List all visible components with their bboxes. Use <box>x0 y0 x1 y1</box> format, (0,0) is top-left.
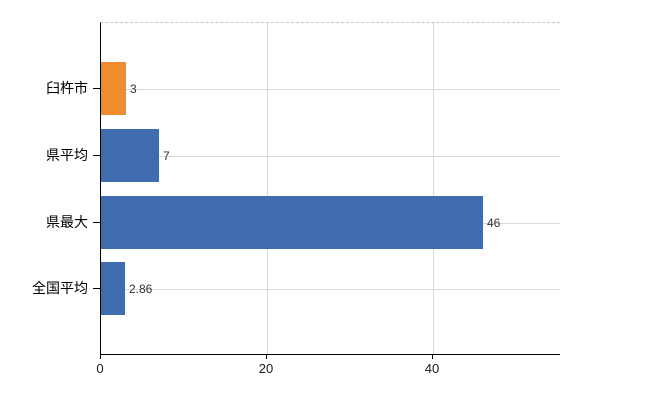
value-label: 3 <box>130 82 137 96</box>
category-label: 臼杵市 <box>46 80 88 96</box>
vertical-gridline <box>267 23 268 354</box>
bar-全国平均 <box>101 262 125 315</box>
horizontal-gridline <box>101 89 560 90</box>
value-label: 46 <box>487 216 501 230</box>
y-tick-mark <box>93 222 100 223</box>
horizontal-gridline <box>101 289 560 290</box>
bar-臼杵市 <box>101 62 126 115</box>
horizontal-gridline <box>101 156 560 157</box>
y-tick-mark <box>93 155 100 156</box>
y-tick-mark <box>93 88 100 89</box>
vertical-gridline <box>433 23 434 354</box>
bar-県最大 <box>101 196 483 249</box>
x-tick-label: 40 <box>424 361 440 376</box>
y-tick-mark <box>93 288 100 289</box>
x-tick-label: 20 <box>258 361 274 376</box>
x-tick-mark <box>266 354 267 359</box>
x-tick-mark <box>432 354 433 359</box>
plot-area: 3 7 46 2.86 <box>100 22 560 355</box>
category-label: 県平均 <box>46 147 88 163</box>
x-tick-mark <box>100 354 101 359</box>
category-label: 全国平均 <box>32 280 88 296</box>
value-label: 7 <box>163 149 170 163</box>
value-label: 2.86 <box>129 282 153 296</box>
bar-県平均 <box>101 129 159 182</box>
category-label: 県最大 <box>46 214 88 230</box>
x-tick-label: 0 <box>96 361 104 376</box>
